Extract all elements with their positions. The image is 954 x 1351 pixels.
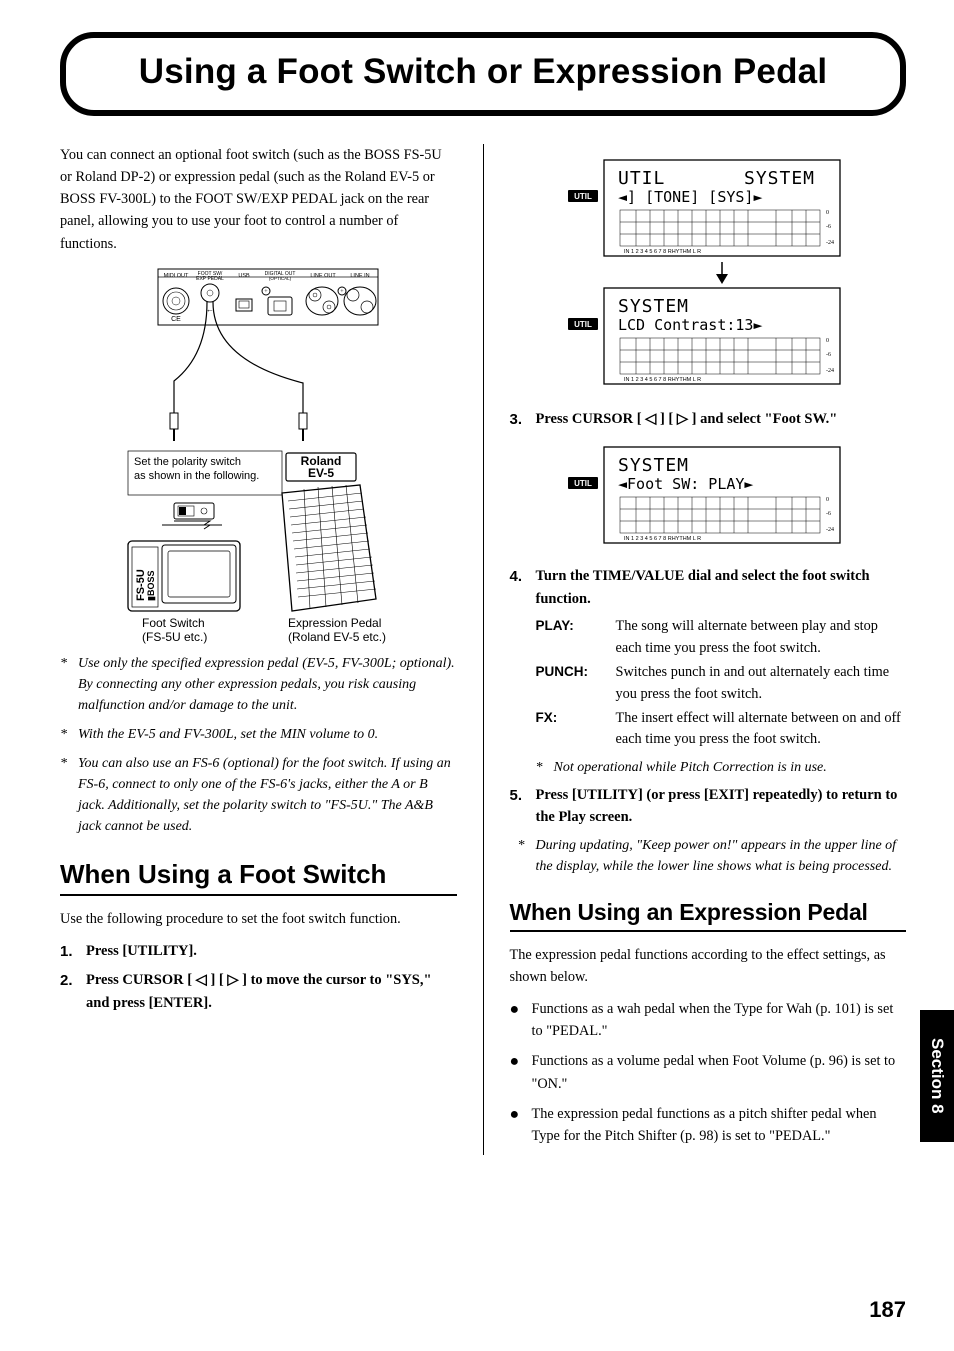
svg-text:MIDI OUT: MIDI OUT [164,273,189,279]
svg-text:UTIL: UTIL [618,168,665,189]
svg-text:◄Foot SW: PLAY►: ◄Foot SW: PLAY► [618,475,753,493]
exp-bullet-3: ●The expression pedal functions as a pit… [510,1103,907,1147]
connection-diagram: MIDI OUT FOOT SW/ EXP PEDAL USB DIGITAL … [108,265,408,645]
note-2: *With the EV-5 and FV-300L, set the MIN … [60,724,457,745]
svg-text:SYSTEM: SYSTEM [618,455,689,476]
exp-label: Expression Pedal [288,616,381,630]
step-3: 3.Press CURSOR [ ◁ ] [ ▷ ] and select "F… [510,408,907,431]
step-4: 4.Turn the TIME/VALUE dial and select th… [510,565,907,610]
section-tab: Section 8 [920,1010,954,1142]
page-title-box: Using a Foot Switch or Expression Pedal [60,32,906,116]
svg-text:-24: -24 [826,527,834,533]
lcd-util-system: UTIL SYSTEM ◄] [TONE] [SYS]► 0 -6 -24 IN 1… [558,154,858,394]
svg-text:IN 1 2 3 4 5 6: IN 1 2 3 4 5 6 7 8 RHYTHM L R [624,377,701,383]
step-5: 5.Press [UTILITY] (or press [EXIT] repea… [510,784,907,829]
svg-text:USB: USB [239,273,251,279]
polarity-text-1: Set the polarity switch [134,456,241,468]
svg-text:SYSTEM: SYSTEM [618,296,689,317]
note-1: *Use only the specified expression pedal… [60,653,457,716]
two-column-layout: You can connect an optional foot switch … [60,144,906,1155]
page-title: Using a Foot Switch or Expression Pedal [94,52,872,92]
exp-pedal-heading: When Using an Expression Pedal [510,899,907,932]
svg-text:LINE OUT: LINE OUT [311,273,337,279]
step-2: 2.Press CURSOR [ ◁ ] [ ▷ ] to move the c… [60,969,457,1014]
right-column: UTIL SYSTEM ◄] [TONE] [SYS]► 0 -6 -24 IN 1… [510,144,907,1155]
svg-text:-6: -6 [826,352,831,358]
svg-text:IN 1 2 3 4 5 6: IN 1 2 3 4 5 6 7 8 RHYTHM L R [624,249,701,255]
note-3: *You can also use an FS-6 (optional) for… [60,753,457,837]
svg-text:LCD Contrast:13►: LCD Contrast:13► [618,316,763,334]
svg-text:SYSTEM: SYSTEM [744,168,815,189]
svg-text:-24: -24 [826,240,834,246]
expression-pedal-icon: Roland EV-5 [282,453,376,611]
param-punch: PUNCH:Switches punch in and out alternat… [536,662,907,705]
param-play: PLAY:The song will alternate between pla… [536,616,907,659]
svg-text:-6: -6 [826,511,831,517]
final-note: *During updating, "Keep power on!" appea… [518,835,907,877]
svg-text:0: 0 [826,210,829,216]
exp-pedal-intro: The expression pedal functions according… [510,944,907,988]
foot-switch-icon: FS-5U ▮BOSS [128,541,240,611]
param-fx: FX:The insert effect will alternate betw… [536,708,907,751]
exp-sub: (Roland EV-5 etc.) [288,630,386,644]
svg-text:(OPTICAL): (OPTICAL) [269,276,292,281]
foot-switch-label: Foot Switch [142,616,205,630]
foot-switch-heading: When Using a Foot Switch [60,859,457,896]
column-divider [483,144,484,1155]
svg-text:LINE IN: LINE IN [351,273,370,279]
svg-text:◄] [TONE] [SYS]►: ◄] [TONE] [SYS]► [618,188,763,206]
foot-switch-intro: Use the following procedure to set the f… [60,908,457,930]
left-column: You can connect an optional foot switch … [60,144,457,1155]
svg-text:0: 0 [826,338,829,344]
svg-text:UTIL: UTIL [574,479,592,488]
page-number: 187 [869,1297,906,1323]
svg-text:IN 1 2 3 4 5 6: IN 1 2 3 4 5 6 7 8 RHYTHM L R [624,536,701,542]
svg-text:▮BOSS: ▮BOSS [146,570,156,600]
step4-note: *Not operational while Pitch Correction … [536,757,907,778]
exp-bullet-2: ●Functions as a volume pedal when Foot V… [510,1050,907,1094]
foot-switch-sub: (FS-5U etc.) [142,630,207,644]
svg-text:as shown in the following.: as shown in the following. [134,470,259,482]
exp-bullet-1: ●Functions as a wah pedal when the Type … [510,998,907,1042]
lcd-foot-sw: SYSTEM ◄Foot SW: PLAY► 0 -6 -24 IN 1 2 3 4… [558,441,858,551]
svg-text:EXP PEDAL: EXP PEDAL [196,276,224,282]
svg-text:UTIL: UTIL [574,320,592,329]
step-1: 1.Press [UTILITY]. [60,940,457,963]
svg-text:UTIL: UTIL [574,192,592,201]
svg-text:-24: -24 [826,368,834,374]
svg-text:0: 0 [826,497,829,503]
svg-text:-6: -6 [826,224,831,230]
intro-paragraph: You can connect an optional foot switch … [60,144,457,255]
svg-text:EV-5: EV-5 [308,466,334,480]
svg-text:CE: CE [171,316,181,323]
